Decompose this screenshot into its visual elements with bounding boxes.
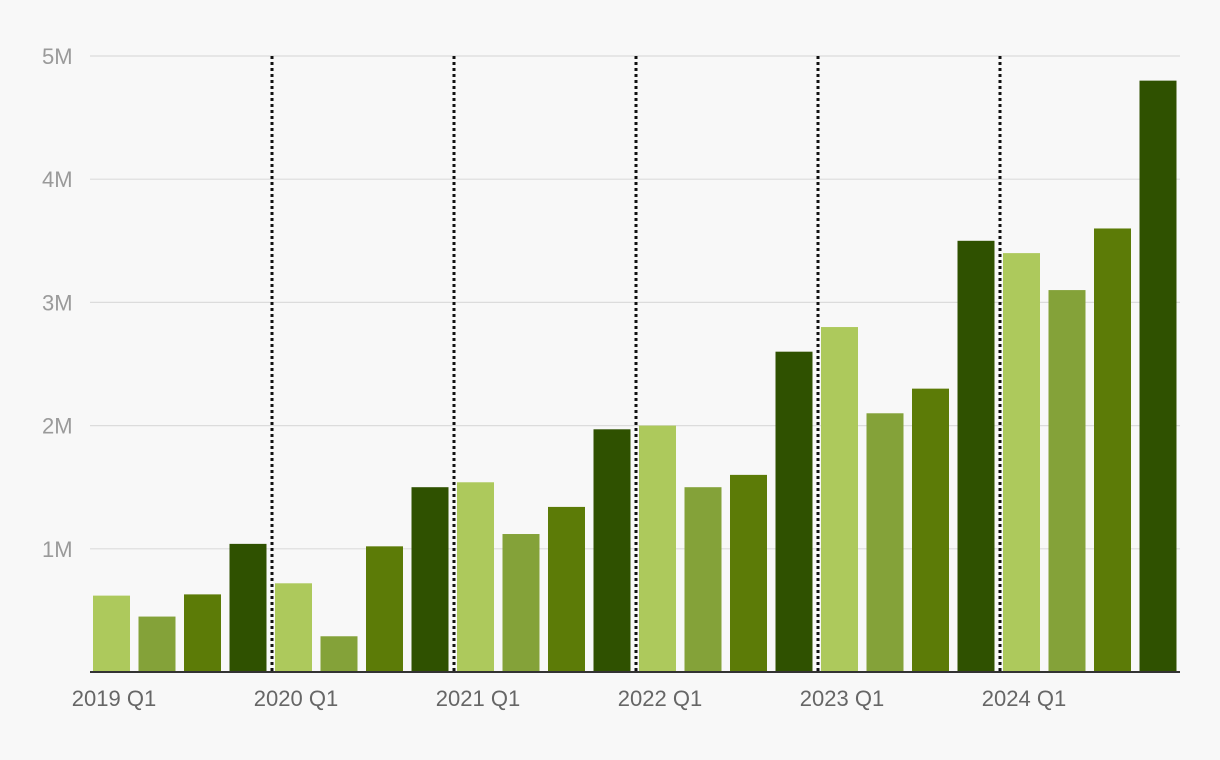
- bar-2020-q2: [320, 636, 358, 672]
- bar-2023-q2: [866, 413, 904, 672]
- bar-2020-q4: [411, 487, 449, 672]
- bar-2022-q3: [730, 474, 767, 672]
- year-separators: [270, 56, 1002, 672]
- x-tick-label: 2021 Q1: [436, 686, 520, 711]
- bar-2023-q4: [957, 240, 995, 673]
- bar-2021-q4: [593, 429, 631, 672]
- bar-2022-q4: [775, 351, 813, 672]
- x-tick-label: 2024 Q1: [982, 686, 1066, 711]
- x-tick-label: 2019 Q1: [72, 686, 156, 711]
- bar-2024-q2: [1048, 290, 1086, 672]
- bar-2024-q1: [1003, 253, 1040, 672]
- bar-2019-q3: [184, 594, 221, 672]
- bar-2019-q2: [138, 616, 176, 672]
- bar-2020-q3: [366, 546, 403, 672]
- bar-2019-q4: [229, 543, 267, 672]
- bar-2023-q3: [912, 388, 949, 672]
- x-tick-label: 2023 Q1: [800, 686, 884, 711]
- x-tick-label: 2020 Q1: [254, 686, 338, 711]
- bar-2021-q3: [548, 506, 585, 672]
- bar-2021-q1: [457, 482, 494, 672]
- y-tick-label: 1M: [42, 537, 73, 562]
- x-tick-label: 2022 Q1: [618, 686, 702, 711]
- y-tick-label: 5M: [42, 44, 73, 69]
- bar-2019-q1: [93, 595, 130, 672]
- bar-2024-q3: [1094, 228, 1131, 673]
- bar-2024-q4: [1139, 80, 1177, 672]
- axis-labels: 1M 2M 3M 4M 5M 2019 Q1 2020 Q1 2021 Q1 2022 Q1 20…: [42, 44, 1066, 711]
- y-tick-label: 3M: [42, 290, 73, 315]
- bar-2021-q2: [502, 534, 540, 672]
- y-tick-label: 2M: [42, 414, 73, 439]
- bar-2022-q1: [639, 425, 676, 672]
- bar-2020-q1: [275, 583, 312, 672]
- y-tick-label: 4M: [42, 167, 73, 192]
- bars: [93, 80, 1177, 673]
- bar-2023-q1: [821, 327, 858, 672]
- bar-2022-q2: [684, 487, 722, 672]
